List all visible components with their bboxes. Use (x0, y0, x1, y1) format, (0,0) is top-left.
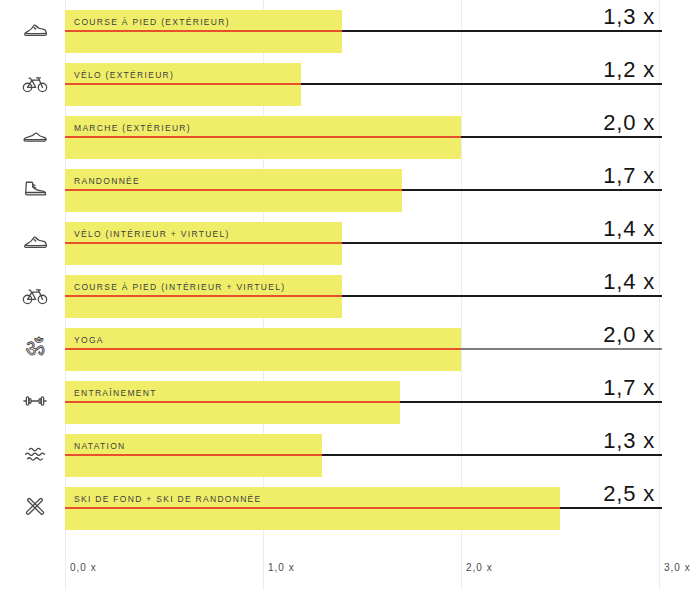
connector-line (301, 83, 662, 85)
activity-bar: VÉLO (EXTÉRIEUR) (65, 63, 301, 106)
running-shoe-icon (21, 228, 49, 256)
accent-line (65, 136, 461, 138)
activity-row: MARCHE (EXTÉRIEUR)2,0 x (0, 116, 700, 169)
axis-tick-label: 2,0 x (466, 562, 493, 573)
accent-line (65, 348, 461, 350)
activity-row: NATATION1,3 x (0, 434, 700, 487)
connector-line (461, 348, 662, 350)
activity-bar: YOGA (65, 328, 461, 371)
activity-label: SKI DE FOND + SKI DE RANDONNÉE (74, 494, 262, 504)
multiplier-value: 1,4 x (603, 217, 655, 241)
multiplier-value: 2,0 x (603, 111, 655, 135)
multiplier-value: 1,7 x (603, 164, 655, 188)
activity-row: COURSE À PIED (INTÉRIEUR + VIRTUEL)1,4 x (0, 275, 700, 328)
multiplier-value: 1,7 x (603, 376, 655, 400)
activity-label: RANDONNÉE (74, 176, 140, 186)
activity-bar: COURSE À PIED (EXTÉRIEUR) (65, 10, 342, 53)
activity-row: VÉLO (INTÉRIEUR + VIRTUEL)1,4 x (0, 222, 700, 275)
activity-bar: SKI DE FOND + SKI DE RANDONNÉE (65, 487, 560, 530)
svg-text:ॐ: ॐ (26, 334, 45, 360)
bicycle-icon (21, 69, 49, 97)
accent-line (65, 242, 342, 244)
activity-row: ॐYOGA2,0 x (0, 328, 700, 381)
connector-line (560, 507, 662, 509)
accent-line (65, 30, 342, 32)
om-icon: ॐ (21, 334, 49, 362)
running-shoe-icon (21, 16, 49, 44)
activity-bar: COURSE À PIED (INTÉRIEUR + VIRTUEL) (65, 275, 342, 318)
activity-label: MARCHE (EXTÉRIEUR) (74, 123, 191, 133)
activity-row: RANDONNÉE1,7 x (0, 169, 700, 222)
activity-row: ENTRAÎNEMENT1,7 x (0, 381, 700, 434)
accent-line (65, 189, 402, 191)
activity-row: VÉLO (EXTÉRIEUR)1,2 x (0, 63, 700, 116)
activity-bar: VÉLO (INTÉRIEUR + VIRTUEL) (65, 222, 342, 265)
walking-shoe-icon (21, 122, 49, 150)
accent-line (65, 454, 322, 456)
activity-bar: RANDONNÉE (65, 169, 402, 212)
accent-line (65, 401, 400, 403)
connector-line (342, 295, 662, 297)
accent-line (65, 295, 342, 297)
activity-bar: ENTRAÎNEMENT (65, 381, 400, 424)
activity-row: COURSE À PIED (EXTÉRIEUR)1,3 x (0, 10, 700, 63)
activity-label: NATATION (74, 441, 125, 451)
activity-label: YOGA (74, 335, 104, 345)
axis-tick-label: 1,0 x (268, 562, 295, 573)
activity-row: SKI DE FOND + SKI DE RANDONNÉE2,5 x (0, 487, 700, 540)
activity-label: COURSE À PIED (EXTÉRIEUR) (74, 17, 230, 27)
multiplier-value: 1,2 x (603, 58, 655, 82)
multiplier-value: 1,3 x (603, 5, 655, 29)
activity-bar: NATATION (65, 434, 322, 477)
accent-line (65, 83, 301, 85)
crossed-skis-icon (21, 493, 49, 521)
axis-tick-label: 0,0 x (70, 562, 97, 573)
connector-line (342, 242, 662, 244)
accent-line (65, 507, 560, 509)
hiking-boot-icon (21, 175, 49, 203)
multiplier-value: 1,3 x (603, 429, 655, 453)
activity-label: ENTRAÎNEMENT (74, 388, 157, 398)
connector-line (342, 30, 662, 32)
dumbbell-icon (21, 387, 49, 415)
multiplier-value: 1,4 x (603, 270, 655, 294)
activity-label: COURSE À PIED (INTÉRIEUR + VIRTUEL) (74, 282, 285, 292)
activity-multiplier-chart: COURSE À PIED (EXTÉRIEUR)1,3 xVÉLO (EXTÉ… (0, 0, 700, 594)
multiplier-value: 2,0 x (603, 323, 655, 347)
axis-tick-label: 3,0 x (664, 562, 691, 573)
activity-bar: MARCHE (EXTÉRIEUR) (65, 116, 461, 159)
activity-label: VÉLO (EXTÉRIEUR) (74, 70, 174, 80)
connector-line (402, 189, 662, 191)
bicycle-icon (21, 281, 49, 309)
multiplier-value: 2,5 x (603, 482, 655, 506)
connector-line (461, 136, 662, 138)
connector-line (322, 454, 662, 456)
connector-line (400, 401, 662, 403)
activity-label: VÉLO (INTÉRIEUR + VIRTUEL) (74, 229, 230, 239)
waves-icon (21, 440, 49, 468)
